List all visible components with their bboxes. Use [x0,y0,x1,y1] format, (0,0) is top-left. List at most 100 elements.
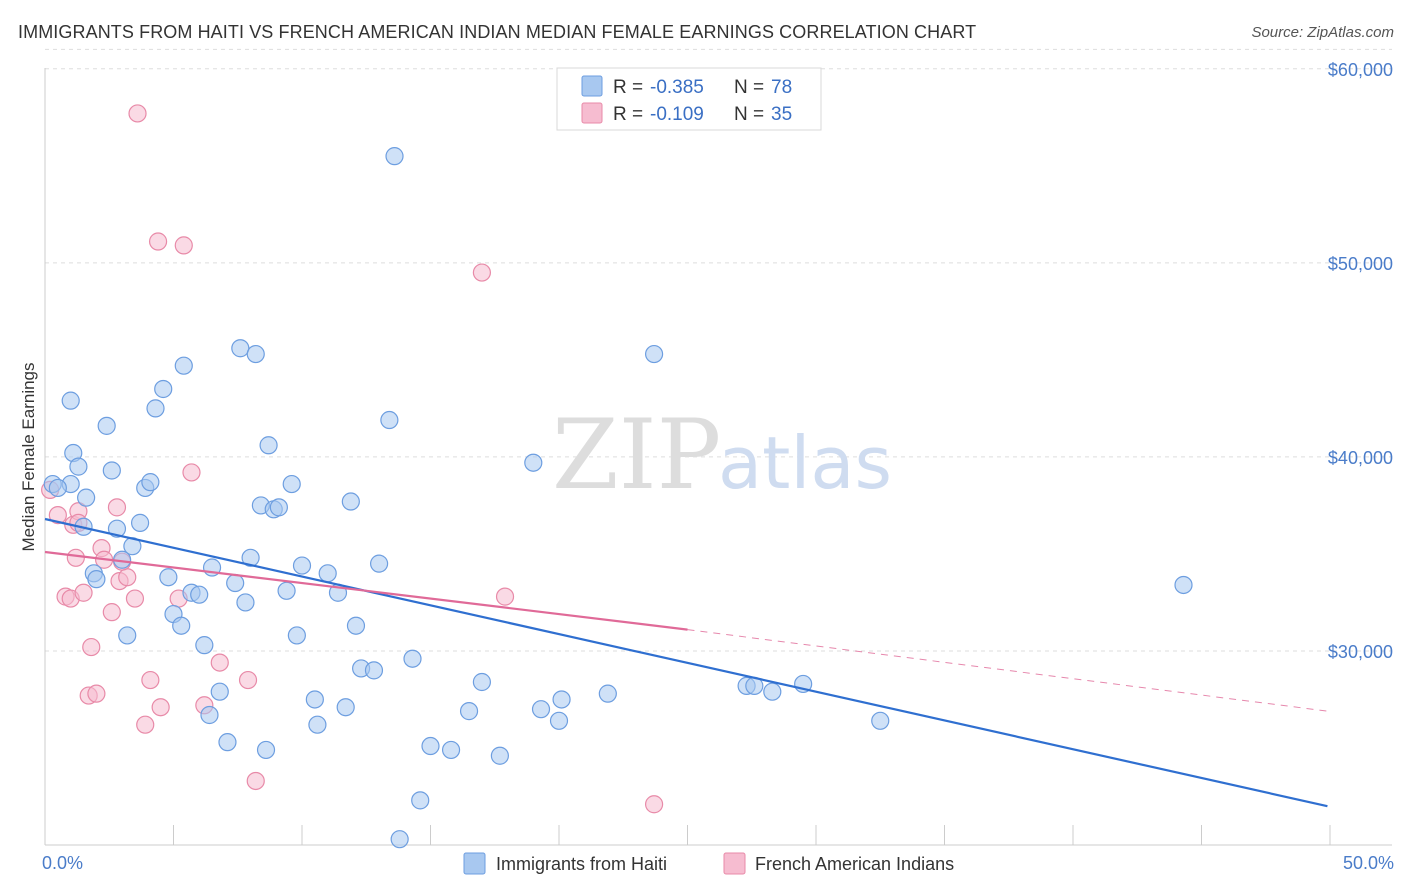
y-tick-label: $50,000 [1328,254,1393,274]
data-point-french [246,771,265,791]
y-tick-label: $30,000 [1328,642,1393,662]
data-point-haiti [871,711,890,730]
data-point-french [644,795,664,814]
data-point-haiti [61,391,80,410]
legend-r-value: -0.109 [650,104,704,125]
data-point-french [136,715,155,734]
data-point-french [174,236,193,255]
data-point-haiti [472,672,491,692]
data-point-haiti [1174,575,1193,595]
data-point-haiti [763,682,782,701]
data-point-haiti [336,698,355,717]
data-point-french [125,589,145,608]
data-point-haiti [218,733,237,752]
data-point-french [182,463,201,482]
bottom-legend: Immigrants from Haiti French American In… [463,852,954,875]
bottom-legend-swatch-french [723,852,746,875]
data-point-french [48,506,67,525]
data-point-haiti [292,556,312,575]
data-point-haiti [195,636,214,655]
y-axis-title: Median Female Earnings [19,363,38,552]
bottom-legend-swatch-haiti [463,852,486,875]
data-point-haiti [370,554,389,573]
data-point-haiti [644,344,664,364]
data-point-haiti [200,705,219,725]
legend-n-value: 35 [771,104,792,125]
legend-r-label: R = [613,77,643,98]
legend-r-label: R = [613,104,643,125]
data-point-haiti [277,581,296,600]
data-point-haiti [421,736,440,756]
data-point-haiti [385,147,404,166]
trend-line-haiti [44,517,1328,808]
data-point-haiti [403,649,422,668]
data-point-haiti [552,690,571,709]
legend-r-value: -0.385 [650,77,704,98]
data-point-haiti [282,474,301,494]
data-point-haiti [97,416,116,435]
data-point-haiti [77,488,96,507]
data-point-haiti [87,570,106,589]
data-point-haiti [130,513,150,532]
bottom-legend-french: French American Indians [755,854,954,874]
data-point-haiti [102,461,121,480]
data-point-french [128,104,147,123]
trend-lines [44,517,1328,808]
axes [44,68,1392,846]
data-point-french [82,637,101,657]
y-tick-labels: $30,000 $40,000 $50,000 $60,000 [1328,60,1393,662]
data-point-haiti [598,684,617,703]
data-point-haiti [256,740,276,760]
data-point-french [107,498,127,517]
legend-n-label: N = [734,77,764,98]
gridlines [45,48,1392,652]
data-point-haiti [154,379,173,399]
data-point-haiti [210,682,229,701]
data-point-haiti [246,344,265,364]
legend-swatch-french [581,102,603,124]
data-point-french [102,603,121,622]
data-point-haiti [107,519,127,538]
data-point-french [495,587,515,606]
data-point-haiti [190,585,209,604]
legend-swatch-haiti [581,75,603,97]
data-point-haiti [441,740,461,760]
data-point-haiti [411,791,430,810]
data-point-haiti [259,436,278,455]
watermark-zip: ZIP [552,399,721,511]
data-point-haiti [390,830,409,849]
data-point-haiti [69,457,88,476]
data-point-french [74,583,93,602]
data-point-french [118,568,137,587]
trend-line-french [44,550,688,631]
data-point-haiti [380,410,399,430]
data-point-haiti [118,626,137,645]
data-point-haiti [172,616,191,635]
watermark-atlas: atlas [718,421,892,505]
data-point-french [472,263,491,282]
chart-title: IMMIGRANTS FROM HAITI VS FRENCH AMERICAN… [18,22,977,42]
data-point-haiti [141,473,160,492]
data-point-haiti [226,573,245,593]
x-tick-label-max: 50.0% [1343,853,1394,873]
trend-line-french-extension [687,629,1328,712]
x-tick-label-min: 0.0% [42,853,83,873]
top-legend: R = -0.385 N = 78 R = -0.109 N = 35 [556,67,822,131]
data-point-french [87,684,106,703]
data-point-haiti [459,702,479,721]
data-point-haiti [174,356,193,375]
data-point-haiti [531,700,551,719]
legend-n-label: N = [734,104,764,125]
data-point-haiti [241,548,260,567]
data-point-french [151,698,170,717]
data-point-french [148,232,168,251]
data-point-haiti [48,478,67,498]
data-point-haiti [159,568,178,587]
y-tick-label: $60,000 [1328,60,1393,80]
data-point-haiti [236,593,255,612]
data-point-haiti [490,746,509,765]
data-point-haiti [308,715,327,734]
data-point-haiti [346,616,366,635]
data-point-haiti [364,661,384,680]
